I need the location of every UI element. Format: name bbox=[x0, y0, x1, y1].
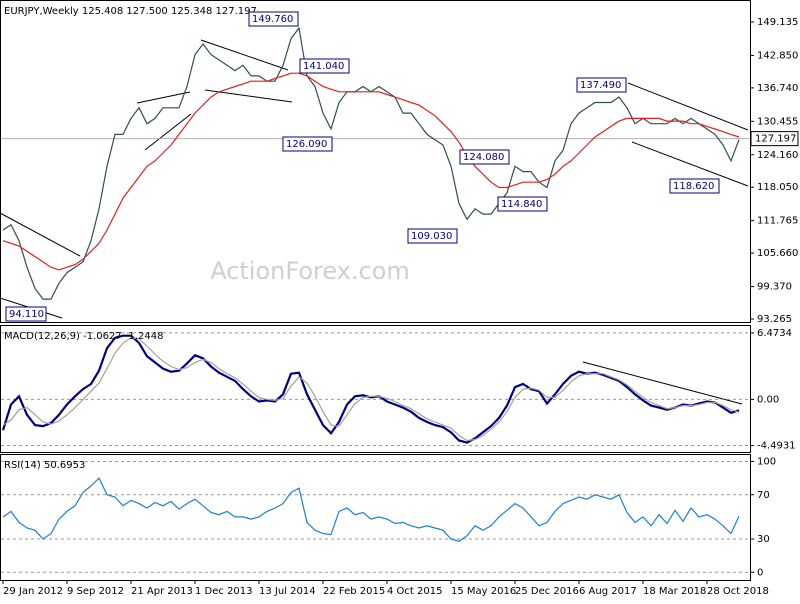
y-tick-label: 105.660 bbox=[757, 248, 798, 259]
x-tick-label: 6 Aug 2017 bbox=[579, 586, 637, 597]
x-tick-label: 28 Oct 2018 bbox=[707, 586, 769, 597]
annotation: 126.090 bbox=[286, 139, 327, 150]
watermark: ActionForex.com bbox=[210, 257, 410, 285]
panel-title: RSI(14) 50.6953 bbox=[4, 460, 85, 471]
y-tick-label: 0.00 bbox=[757, 394, 779, 405]
series-line bbox=[2, 337, 740, 442]
annotation-box bbox=[299, 58, 350, 74]
annotation-box bbox=[5, 306, 47, 322]
macd-panel bbox=[0, 325, 751, 453]
annotation: 137.490 bbox=[580, 80, 621, 91]
y-tick-label: 111.765 bbox=[757, 216, 798, 227]
trend-line bbox=[582, 361, 743, 405]
x-tick-label: 29 Jan 2012 bbox=[3, 586, 63, 597]
panel-title: MACD(12,26,9) -1.0627 -1.2448 bbox=[4, 331, 164, 342]
annotation-box bbox=[497, 196, 548, 212]
annotation: 114.840 bbox=[501, 199, 542, 210]
series-line bbox=[2, 477, 740, 542]
y-tick-label: 149.135 bbox=[757, 17, 798, 28]
annotation: 141.040 bbox=[303, 61, 344, 72]
y-tick-label: 99.370 bbox=[757, 282, 792, 293]
annotation-box bbox=[407, 228, 458, 244]
y-tick-label: 6.4734 bbox=[757, 328, 792, 339]
y-tick-label: 118.050 bbox=[757, 182, 798, 193]
x-tick-label: 9 Sep 2012 bbox=[67, 586, 124, 597]
series-line bbox=[1, 334, 740, 444]
price-panel bbox=[0, 0, 751, 323]
rsi-panel bbox=[0, 454, 751, 581]
annotation-box bbox=[282, 136, 333, 152]
last-price-label: 127.197 bbox=[755, 134, 796, 145]
panel-title: EURJPY,Weekly 125.408 127.500 125.348 12… bbox=[4, 6, 257, 17]
trend-line bbox=[0, 212, 81, 257]
y-tick-label: -4.4931 bbox=[757, 441, 796, 452]
annotation-box bbox=[576, 77, 627, 93]
x-tick-label: 25 Dec 2016 bbox=[515, 586, 579, 597]
annotation-box bbox=[669, 178, 720, 194]
y-tick-label: 0 bbox=[757, 567, 763, 578]
x-tick-label: 1 Dec 2013 bbox=[195, 586, 253, 597]
x-tick-label: 13 Jul 2014 bbox=[259, 586, 316, 597]
trend-line bbox=[631, 141, 749, 187]
y-tick-label: 93.265 bbox=[757, 314, 792, 325]
y-tick-label: 142.850 bbox=[757, 50, 798, 61]
x-tick-label: 4 Oct 2015 bbox=[387, 586, 442, 597]
trend-line bbox=[136, 91, 191, 104]
y-tick-label: 100 bbox=[757, 457, 776, 468]
y-tick-label: 124.160 bbox=[757, 150, 798, 161]
y-tick-label: 30 bbox=[757, 534, 770, 545]
x-tick-label: 22 Feb 2015 bbox=[323, 586, 385, 597]
trend-line bbox=[627, 82, 749, 131]
annotation: 94.110 bbox=[9, 309, 44, 320]
y-tick-label: 130.455 bbox=[757, 116, 798, 127]
trend-line bbox=[200, 39, 289, 71]
series-line bbox=[2, 72, 740, 271]
trend-line bbox=[144, 113, 192, 151]
last-price-box bbox=[750, 131, 799, 147]
annotation: 124.080 bbox=[463, 152, 504, 163]
y-tick-label: 136.740 bbox=[757, 83, 798, 94]
annotation-box bbox=[248, 11, 299, 27]
y-tick-label: 70 bbox=[757, 490, 770, 501]
annotation-box bbox=[459, 149, 510, 165]
x-tick-label: 18 Mar 2018 bbox=[643, 586, 706, 597]
x-tick-label: 21 Apr 2013 bbox=[131, 586, 193, 597]
annotation: 109.030 bbox=[411, 231, 452, 242]
x-tick-label: 15 May 2016 bbox=[451, 586, 516, 597]
annotation: 149.760 bbox=[252, 14, 293, 25]
annotation: 118.620 bbox=[673, 181, 714, 192]
